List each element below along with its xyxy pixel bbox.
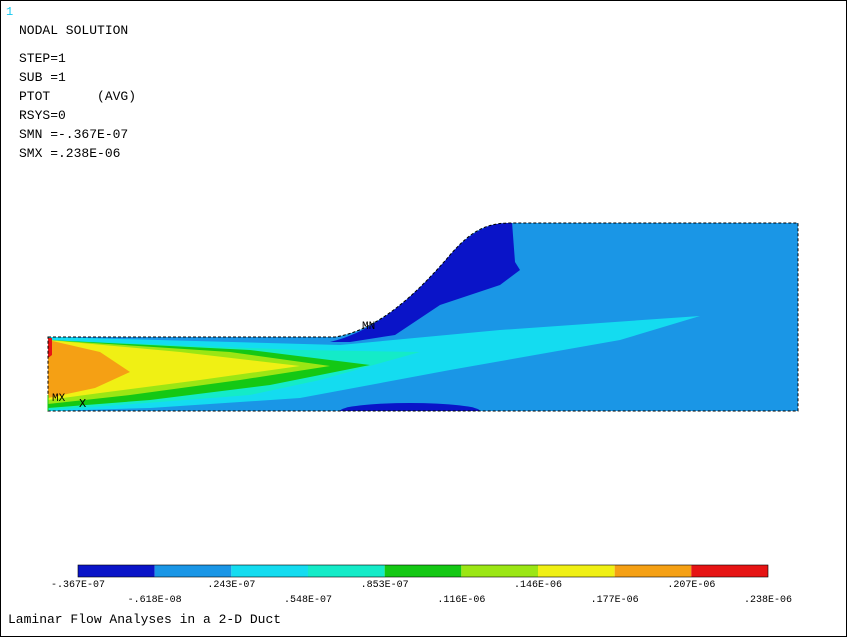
header-line: RSYS=0 — [19, 108, 66, 123]
legend-label: .146E-06 — [514, 580, 562, 591]
plot-title: Laminar Flow Analyses in a 2-D Duct — [8, 612, 281, 627]
legend-swatch — [78, 565, 155, 577]
legend-swatch — [308, 565, 385, 577]
header-line: SUB =1 — [19, 70, 66, 85]
contour-band — [48, 340, 300, 400]
header-line: PTOT (AVG) — [19, 89, 136, 104]
legend-label: .207E-06 — [667, 580, 715, 591]
header-line: SMN =-.367E-07 — [19, 127, 128, 142]
window-number: 1 — [6, 5, 13, 19]
legend-label: -.618E-08 — [128, 595, 182, 606]
legend-swatch — [384, 565, 462, 577]
legend-label: .548E-07 — [284, 595, 332, 606]
legend-label: .116E-06 — [437, 595, 485, 606]
legend-label: .243E-07 — [207, 580, 255, 591]
legend-label: .238E-06 — [744, 595, 792, 606]
header-line: SMX =.238E-06 — [19, 146, 120, 161]
legend-label: .853E-07 — [361, 580, 409, 591]
contour-band — [340, 403, 480, 411]
legend-swatch — [614, 565, 692, 577]
legend-label: .177E-06 — [591, 595, 639, 606]
contour-band — [48, 340, 130, 398]
legend-frame — [77, 564, 769, 578]
contour-band — [48, 338, 52, 358]
duct-outline — [47, 222, 799, 412]
legend-swatch — [538, 565, 615, 577]
header-line: STEP=1 — [19, 51, 66, 66]
contour-band — [330, 223, 520, 342]
legend-swatch — [154, 565, 232, 577]
legend-swatch — [461, 565, 538, 577]
legend-label: -.367E-07 — [51, 580, 105, 591]
header-block: NODAL SOLUTION STEP=1 SUB =1 PTOT (AVG) RSYS… — [19, 23, 136, 161]
max-marker: MX — [52, 393, 66, 405]
legend-swatch — [691, 565, 768, 577]
legend: -.367E-07 -.618E-08 .243E-07 .548E-07 .853E-… — [51, 564, 792, 606]
axis-label: X — [79, 397, 86, 411]
min-marker: MN — [362, 321, 375, 333]
legend-swatch — [231, 565, 308, 577]
header-line: NODAL SOLUTION — [19, 23, 128, 38]
